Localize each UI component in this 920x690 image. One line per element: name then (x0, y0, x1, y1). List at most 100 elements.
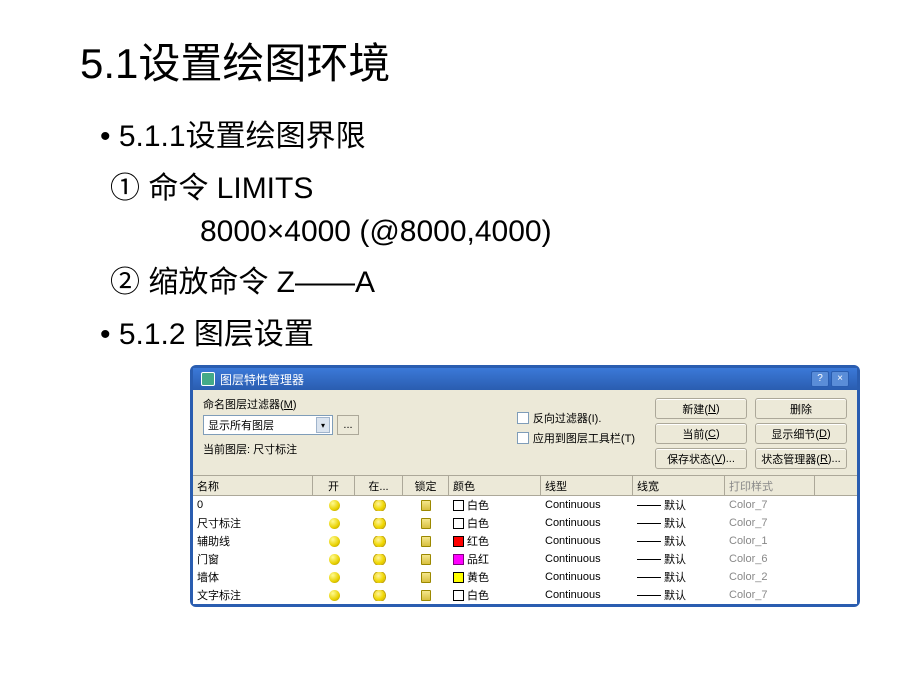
cell-linetype[interactable]: Continuous (541, 517, 633, 529)
cell-lineweight[interactable]: 默认 (633, 533, 725, 549)
cell-lock[interactable] (403, 518, 449, 529)
save-state-button[interactable]: 保存状态(V)... (655, 448, 747, 469)
table-row[interactable]: 辅助线红色Continuous默认Color_1 (193, 532, 857, 550)
filter-combo[interactable]: 显示所有图层 ▾ (203, 415, 333, 435)
col-linetype[interactable]: 线型 (541, 476, 633, 495)
cell-color[interactable]: 白色 (449, 497, 541, 513)
apply-toolbar-label: 应用到图层工具栏(T) (533, 430, 635, 446)
cell-freeze[interactable] (355, 572, 403, 583)
layer-table: 名称 开 在... 锁定 颜色 线型 线宽 打印样式 0白色Continuous… (193, 476, 857, 604)
cell-lock[interactable] (403, 536, 449, 547)
cell-color[interactable]: 品红 (449, 551, 541, 567)
close-button[interactable]: × (831, 371, 849, 387)
lightbulb-icon (329, 590, 340, 601)
details-button[interactable]: 显示细节(D) (755, 423, 847, 444)
current-layer-label: 当前图层: 尺寸标注 (203, 441, 497, 457)
col-freeze[interactable]: 在... (355, 476, 403, 495)
filter-label-pre: 命名图层过滤器( (203, 399, 284, 411)
apply-toolbar-checkbox[interactable] (517, 432, 529, 444)
filter-label-post: ) (293, 399, 297, 411)
cell-color[interactable]: 黄色 (449, 569, 541, 585)
table-row[interactable]: 文字标注白色Continuous默认Color_7 (193, 586, 857, 604)
lightbulb-icon (329, 572, 340, 583)
bullet-512: 5.1.2 图层设置 (100, 309, 840, 353)
filter-block: 命名图层过滤器(M) 显示所有图层 ▾ ... 当前图层: 尺寸标注 (203, 396, 497, 469)
table-row[interactable]: 墙体黄色Continuous默认Color_2 (193, 568, 857, 586)
cell-color[interactable]: 红色 (449, 533, 541, 549)
cell-freeze[interactable] (355, 518, 403, 529)
cell-linetype[interactable]: Continuous (541, 589, 633, 601)
cell-linetype[interactable]: Continuous (541, 571, 633, 583)
table-header: 名称 开 在... 锁定 颜色 线型 线宽 打印样式 (193, 476, 857, 496)
cell-freeze[interactable] (355, 590, 403, 601)
col-lineweight[interactable]: 线宽 (633, 476, 725, 495)
current-button[interactable]: 当前(C) (655, 423, 747, 444)
help-button[interactable]: ? (811, 371, 829, 387)
sub-limits: ① 命令 LIMITS (110, 163, 840, 207)
checkbox-block: 反向过滤器(I). 应用到图层工具栏(T) (517, 396, 635, 469)
color-label: 白色 (467, 497, 489, 513)
delete-button[interactable]: 删除 (755, 398, 847, 419)
button-row-1: 新建(N) 删除 (655, 398, 847, 419)
invert-filter-row: 反向过滤器(I). (517, 410, 635, 426)
cell-on[interactable] (313, 572, 355, 583)
cell-lock[interactable] (403, 590, 449, 601)
cell-on[interactable] (313, 518, 355, 529)
cell-on[interactable] (313, 500, 355, 511)
cell-name: 尺寸标注 (193, 515, 313, 531)
cell-lineweight[interactable]: 默认 (633, 515, 725, 531)
col-plotstyle[interactable]: 打印样式 (725, 476, 815, 495)
dialog-title: 图层特性管理器 (220, 371, 304, 388)
cell-color[interactable]: 白色 (449, 515, 541, 531)
invert-filter-checkbox[interactable] (517, 412, 529, 424)
lineweight-icon (637, 541, 661, 542)
cell-freeze[interactable] (355, 500, 403, 511)
upper-panel: 命名图层过滤器(M) 显示所有图层 ▾ ... 当前图层: 尺寸标注 (193, 390, 857, 473)
slide: 5.1设置绘图环境 5.1.1设置绘图界限 ① 命令 LIMITS 8000×4… (0, 0, 920, 637)
cell-linetype[interactable]: Continuous (541, 553, 633, 565)
lineweight-icon (637, 505, 661, 506)
lineweight-label: 默认 (664, 497, 686, 513)
table-row[interactable]: 尺寸标注白色Continuous默认Color_7 (193, 514, 857, 532)
cell-lock[interactable] (403, 572, 449, 583)
lightbulb-icon (329, 536, 340, 547)
cell-on[interactable] (313, 536, 355, 547)
cell-color[interactable]: 白色 (449, 587, 541, 603)
col-lock[interactable]: 锁定 (403, 476, 449, 495)
current-layer-value: 尺寸标注 (253, 444, 297, 456)
cell-lineweight[interactable]: 默认 (633, 497, 725, 513)
cell-lineweight[interactable]: 默认 (633, 551, 725, 567)
filter-browse-button[interactable]: ... (337, 415, 359, 435)
button-row-3: 保存状态(V)... 状态管理器(R)... (655, 448, 847, 469)
cell-lineweight[interactable]: 默认 (633, 569, 725, 585)
cell-freeze[interactable] (355, 536, 403, 547)
cell-on[interactable] (313, 554, 355, 565)
col-name[interactable]: 名称 (193, 476, 313, 495)
cell-lock[interactable] (403, 500, 449, 511)
table-row[interactable]: 0白色Continuous默认Color_7 (193, 496, 857, 514)
cell-lineweight[interactable]: 默认 (633, 587, 725, 603)
dialog-screenshot: 图层特性管理器 ? × 命名图层过滤器(M) 显示所有图层 ▾ (190, 365, 840, 607)
col-color[interactable]: 颜色 (449, 476, 541, 495)
cell-plotstyle: Color_1 (725, 535, 815, 547)
cell-lock[interactable] (403, 554, 449, 565)
cell-linetype[interactable]: Continuous (541, 535, 633, 547)
sun-icon (374, 572, 385, 583)
col-on[interactable]: 开 (313, 476, 355, 495)
state-manager-button[interactable]: 状态管理器(R)... (755, 448, 847, 469)
new-button[interactable]: 新建(N) (655, 398, 747, 419)
app-icon (201, 372, 215, 386)
cell-on[interactable] (313, 590, 355, 601)
color-label: 白色 (467, 515, 489, 531)
lineweight-label: 默认 (664, 587, 686, 603)
current-layer-prefix: 当前图层: (203, 444, 250, 456)
color-label: 品红 (467, 551, 489, 567)
cell-freeze[interactable] (355, 554, 403, 565)
lock-icon (421, 500, 431, 511)
cell-linetype[interactable]: Continuous (541, 499, 633, 511)
cell-plotstyle: Color_2 (725, 571, 815, 583)
apply-toolbar-row: 应用到图层工具栏(T) (517, 430, 635, 446)
sun-icon (374, 554, 385, 565)
lineweight-label: 默认 (664, 569, 686, 585)
table-row[interactable]: 门窗品红Continuous默认Color_6 (193, 550, 857, 568)
